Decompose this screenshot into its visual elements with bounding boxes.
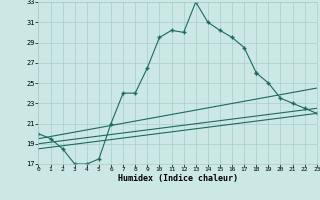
X-axis label: Humidex (Indice chaleur): Humidex (Indice chaleur) [118, 174, 238, 183]
